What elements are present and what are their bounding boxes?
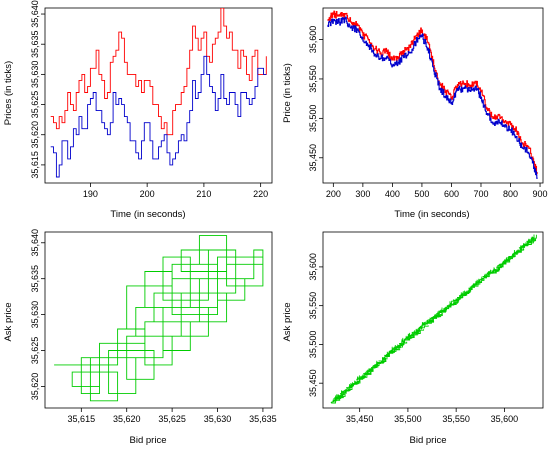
p4-series-1-point: [330, 401, 333, 404]
p2-xtick-label: 400: [385, 189, 400, 199]
p2-series-1: [327, 10, 538, 175]
p3-xlabel: Bid price: [130, 435, 167, 446]
p4-series-1-point: [368, 369, 371, 372]
p2-series-2: [327, 16, 538, 179]
p4-ytick-label: 35,500: [308, 331, 318, 359]
p4-ytick-label: 35,450: [308, 369, 318, 397]
panel-ask-bid-full: Bid price Ask price 35,450 35,500 35,550 35…: [282, 231, 544, 446]
p3-xtick-label: 35,635: [249, 414, 277, 424]
p4-series-1-point: [426, 321, 429, 324]
p4-series-1-point: [387, 352, 390, 355]
p1-ytick-label: 35,635: [30, 30, 40, 58]
p1-series-2: [50, 55, 267, 178]
p4-plot-frame: [322, 231, 544, 409]
p2-xtick-label: 800: [503, 189, 518, 199]
p4-series-1-point: [339, 394, 342, 397]
p4-xtick-label: 35,550: [442, 414, 470, 424]
p2-ytick-label: 35,450: [308, 144, 318, 172]
p3-ytick-label: 35,620: [30, 373, 40, 401]
p2-xtick-label: 300: [355, 189, 370, 199]
p4-series-1-point: [407, 337, 409, 340]
p4-xtick-label: 35,500: [394, 414, 422, 424]
p4-series-1-point: [416, 330, 419, 333]
p3-plot-frame: [44, 231, 273, 409]
p1-xtick-label: 200: [140, 189, 155, 199]
p4-series-1-point: [474, 283, 477, 286]
p3-ytick-label: 35,635: [30, 265, 40, 293]
p2-xtick-label: 200: [326, 189, 341, 199]
p4-series-1-point: [358, 378, 361, 381]
p4-series-1-point: [532, 238, 535, 240]
panel-ask-bid-zoom: Bid price Ask price 35,615 35,620 35,625 35…: [3, 229, 277, 446]
p2-ytick-label: 35,500: [308, 105, 318, 133]
p4-series-1-point: [455, 299, 458, 302]
p1-xtick-label: 210: [196, 189, 211, 199]
p4-xlabel: Bid price: [410, 435, 447, 446]
p3-ylabel: Ask price: [3, 302, 14, 341]
p4-series-1-point: [445, 307, 448, 309]
p2-xtick-label: 700: [473, 189, 488, 199]
p3-series-1: [54, 235, 264, 402]
panel-price-time-zoom: Time (in seconds) Prices (in ticks) 190 2…: [3, 0, 273, 220]
p4-xtick-label: 35,600: [491, 414, 519, 424]
p1-ytick-label: 35,640: [30, 0, 40, 28]
p2-xtick-label: 500: [414, 189, 429, 199]
p1-ytick-label: 35,620: [30, 121, 40, 149]
p4-series-1-point: [464, 291, 467, 294]
p4-series-1-point: [349, 385, 351, 388]
p3-ytick-label: 35,625: [30, 337, 40, 365]
p2-xtick-label: 600: [444, 189, 459, 199]
p1-xtick-label: 220: [253, 189, 268, 199]
p4-series-1-point: [484, 276, 487, 278]
p4-ytick-label: 35,550: [308, 292, 318, 320]
p4-series-1-point: [493, 269, 496, 271]
p1-ytick-label: 35,625: [30, 91, 40, 119]
p2-xlabel: Time (in seconds): [394, 209, 469, 220]
p2-ylabel: Price (in ticks): [282, 63, 293, 123]
p2-ytick-label: 35,600: [308, 26, 318, 54]
p2-ytick-label: 35,550: [308, 65, 318, 93]
panel-price-time-full: Time (in seconds) Price (in ticks) 200 30…: [282, 7, 548, 220]
p4-series-1: [330, 234, 537, 404]
p4-series-1-point: [435, 314, 438, 317]
p1-ytick-label: 35,630: [30, 61, 40, 89]
p2-plot-frame: [322, 7, 544, 184]
p4-series-1-point: [503, 261, 506, 264]
p4-series-1-point: [522, 245, 525, 247]
p4-xtick-label: 35,450: [346, 414, 374, 424]
p3-ytick-label: 35,630: [30, 301, 40, 329]
p2-xtick-label: 900: [533, 189, 548, 199]
p1-xtick-label: 190: [83, 189, 98, 199]
p1-xlabel: Time (in seconds): [110, 209, 185, 220]
p4-series-1-point: [378, 362, 380, 364]
p3-xtick-label: 35,625: [158, 414, 186, 424]
p3-ytick-label: 35,640: [30, 229, 40, 257]
p1-plot-frame: [44, 7, 273, 184]
p4-series-1-trace: [331, 234, 537, 404]
p3-xtick-label: 35,615: [68, 414, 96, 424]
p3-xtick-label: 35,630: [204, 414, 232, 424]
p4-series-1-point: [513, 253, 515, 256]
p1-series-1: [50, 8, 267, 136]
p4-ytick-label: 35,600: [308, 253, 318, 281]
p1-ytick-label: 35,615: [30, 151, 40, 179]
p1-ylabel: Prices (in ticks): [3, 61, 14, 125]
p4-series-1-point: [397, 345, 400, 348]
p3-xtick-label: 35,620: [113, 414, 141, 424]
p4-ylabel: Ask price: [282, 302, 293, 341]
